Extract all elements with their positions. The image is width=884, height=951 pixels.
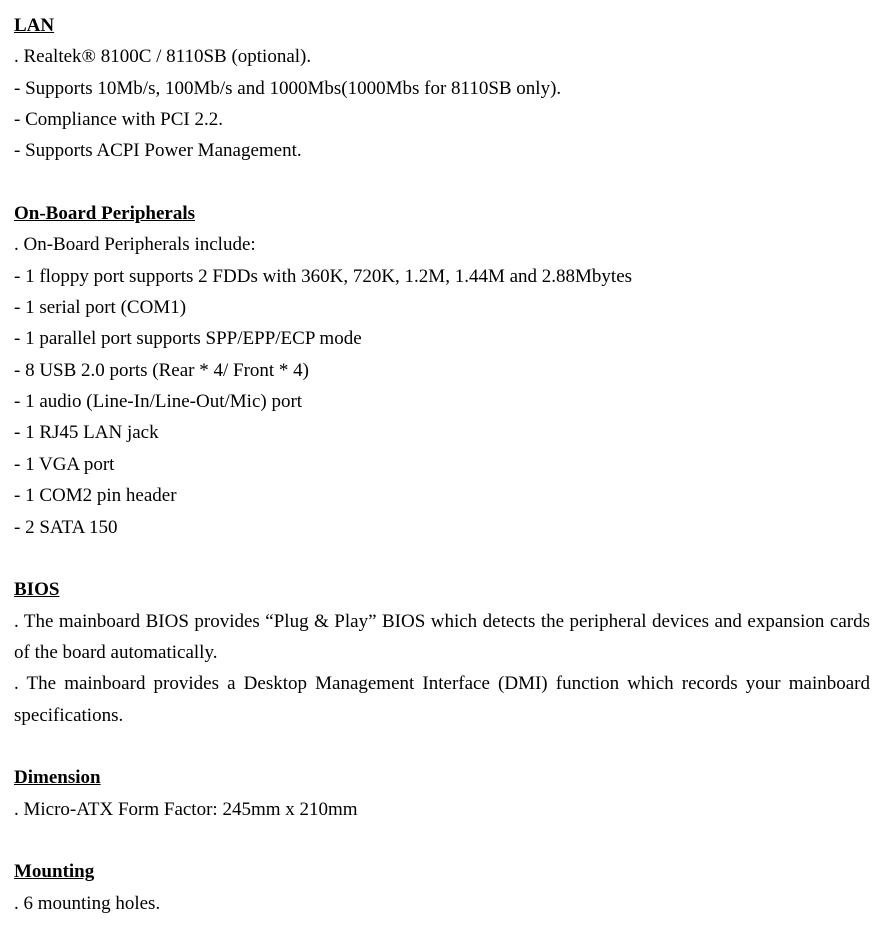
- spec-line: - 1 RJ45 LAN jack: [14, 417, 870, 448]
- heading-bios: BIOS: [14, 574, 870, 605]
- section-dimension: Dimension . Micro-ATX Form Factor: 245mm…: [14, 762, 870, 825]
- spec-line: - 1 floppy port supports 2 FDDs with 360…: [14, 261, 870, 292]
- spec-line: - Compliance with PCI 2.2.: [14, 104, 870, 135]
- spec-line: - 1 COM2 pin header: [14, 480, 870, 511]
- section-gap: [14, 731, 870, 762]
- spec-line: - 1 serial port (COM1): [14, 292, 870, 323]
- section-gap: [14, 825, 870, 856]
- spec-line: . On-Board Peripherals include:: [14, 229, 870, 260]
- section-gap: [14, 167, 870, 198]
- section-lan: LAN . Realtek® 8100C / 8110SB (optional)…: [14, 10, 870, 167]
- heading-dimension: Dimension: [14, 762, 870, 793]
- spec-line: - 1 parallel port supports SPP/EPP/ECP m…: [14, 323, 870, 354]
- spec-line: - 1 VGA port: [14, 449, 870, 480]
- section-peripherals: On-Board Peripherals . On-Board Peripher…: [14, 198, 870, 543]
- heading-lan: LAN: [14, 10, 870, 41]
- heading-mounting: Mounting: [14, 856, 870, 887]
- spec-line: . Realtek® 8100C / 8110SB (optional).: [14, 41, 870, 72]
- spec-line: . 6 mounting holes.: [14, 888, 870, 919]
- section-bios: BIOS . The mainboard BIOS provides “Plug…: [14, 574, 870, 731]
- spec-line: - Supports 10Mb/s, 100Mb/s and 1000Mbs(1…: [14, 73, 870, 104]
- spec-line: . The mainboard BIOS provides “Plug & Pl…: [14, 606, 870, 669]
- section-mounting: Mounting . 6 mounting holes.: [14, 856, 870, 919]
- spec-line: - 2 SATA 150: [14, 512, 870, 543]
- spec-line: - 8 USB 2.0 ports (Rear * 4/ Front * 4): [14, 355, 870, 386]
- spec-line: - Supports ACPI Power Management.: [14, 135, 870, 166]
- section-gap: [14, 543, 870, 574]
- spec-line: - 1 audio (Line-In/Line-Out/Mic) port: [14, 386, 870, 417]
- spec-line: . The mainboard provides a Desktop Manag…: [14, 668, 870, 731]
- spec-line: . Micro-ATX Form Factor: 245mm x 210mm: [14, 794, 870, 825]
- heading-peripherals: On-Board Peripherals: [14, 198, 870, 229]
